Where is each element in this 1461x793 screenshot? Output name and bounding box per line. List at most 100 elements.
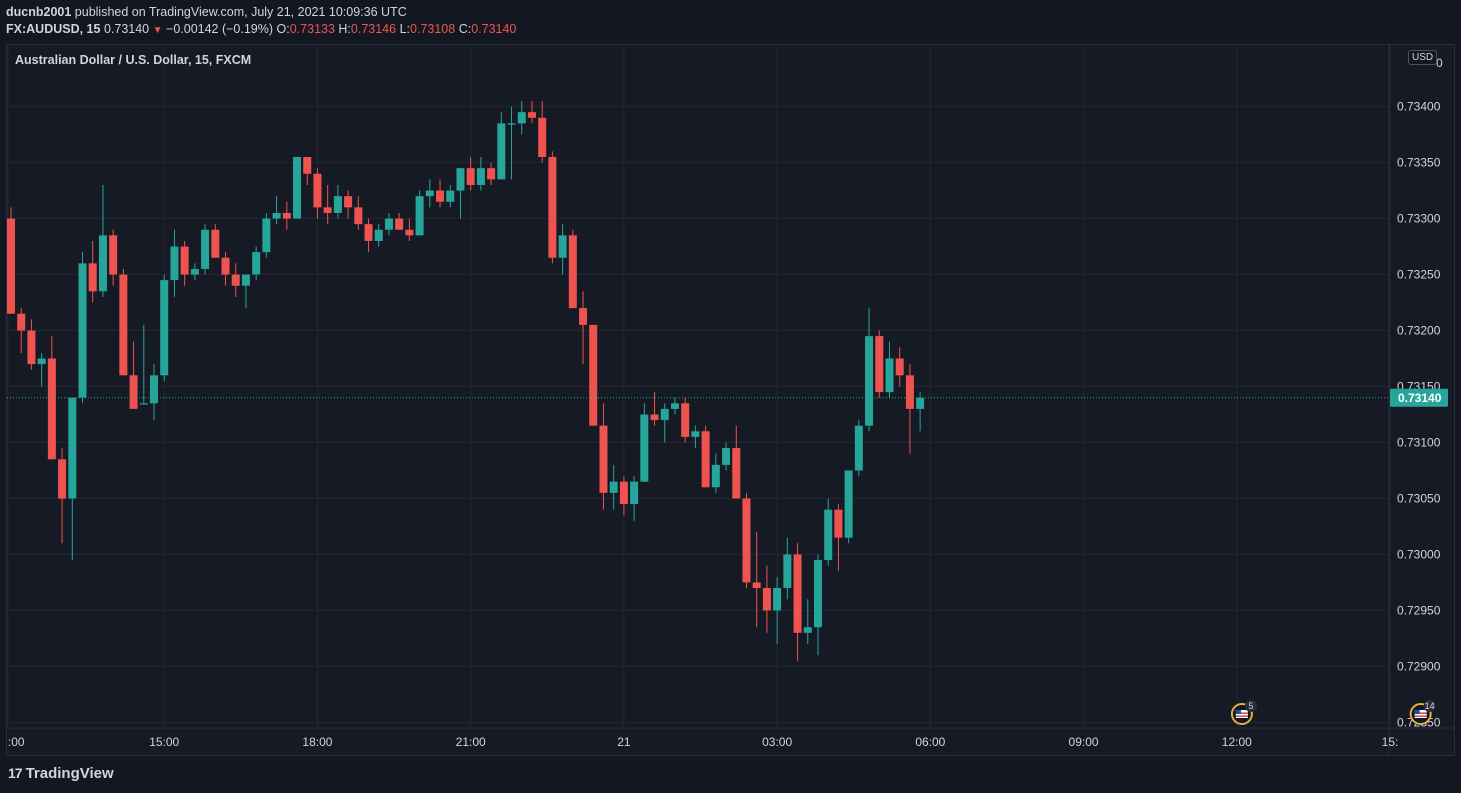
candle-body (344, 196, 353, 208)
candle (88, 240, 97, 303)
event-count-label: 14 (1425, 701, 1435, 711)
candle (691, 425, 700, 449)
candle (517, 100, 526, 135)
candle-body (129, 375, 138, 409)
candle (609, 464, 618, 510)
candle-body (762, 588, 771, 611)
candle (211, 224, 220, 258)
candle-body (221, 257, 230, 275)
economic-event-marker: 5 (1230, 700, 1257, 725)
candle-body (201, 229, 210, 269)
candle (813, 554, 822, 656)
price-tick-label: 0.73350 (1397, 156, 1441, 170)
candle-body (37, 358, 46, 365)
candle (333, 184, 342, 219)
time-tick-label: 15:00 (149, 735, 179, 749)
currency-badge[interactable]: USD (1408, 50, 1438, 65)
candle (293, 156, 302, 219)
candle-body (701, 431, 710, 488)
candle-body (272, 212, 281, 219)
tradingview-logo[interactable]: 17 TradingView (8, 765, 114, 782)
candle (456, 168, 465, 219)
economic-event-marker: 14 (1409, 700, 1436, 725)
low-value: 0.73108 (410, 22, 456, 36)
candle-body (619, 481, 628, 505)
candle (282, 201, 291, 230)
candle (262, 212, 271, 258)
candle (252, 246, 261, 281)
candle (558, 224, 567, 275)
candle-body (323, 207, 332, 213)
candle (466, 156, 475, 191)
candle (670, 397, 679, 415)
candle-body (58, 459, 67, 499)
candle (875, 330, 884, 398)
candle-body (905, 375, 914, 409)
candle-body (497, 123, 506, 180)
candle (78, 252, 87, 404)
candle (681, 397, 690, 443)
candle-body (180, 246, 189, 275)
candle-body (783, 554, 792, 589)
candle (68, 397, 77, 561)
candle (436, 179, 445, 208)
flag-stripe (1414, 715, 1427, 717)
candle (231, 263, 240, 297)
candle-body (568, 235, 577, 309)
candle-body (660, 408, 669, 421)
candle-body (395, 218, 404, 230)
candle (854, 420, 863, 477)
price-tick-label: 0.73400 (1397, 100, 1441, 114)
candle (497, 112, 506, 180)
us-flag-icon (1414, 710, 1427, 718)
candle-body (752, 582, 761, 589)
flag-stripe (1414, 712, 1427, 714)
change-value: −0.00142 (−0.19%) (166, 22, 274, 36)
candle-body (548, 156, 557, 258)
candle-body (517, 112, 526, 124)
candle (762, 565, 771, 633)
candle-body (579, 308, 588, 325)
symbol-label: FX:AUDUSD, 15 (6, 22, 101, 36)
high-label: H: (338, 22, 351, 36)
candle-body (436, 190, 445, 202)
candle (742, 492, 751, 589)
candle-body (824, 509, 833, 561)
candle (221, 252, 230, 286)
candle (752, 532, 761, 628)
price-tick-label: 0.72900 (1397, 659, 1441, 673)
candle-body (160, 280, 169, 376)
candle-body (844, 470, 853, 538)
low-label: L: (399, 22, 411, 36)
time-tick-label: 21 (617, 735, 631, 749)
time-tick-label: :00 (8, 735, 25, 749)
candle-body (68, 397, 77, 499)
candle-body (599, 425, 608, 493)
candle (446, 184, 455, 208)
time-tick-label: 06:00 (915, 735, 945, 749)
candle-body (78, 263, 87, 398)
time-tick-label: 03:00 (762, 735, 792, 749)
candle (599, 403, 608, 510)
close-value: 0.73140 (471, 22, 517, 36)
author-name[interactable]: ducnb2001 (6, 5, 72, 19)
candle (487, 162, 496, 185)
candle-body (150, 375, 159, 404)
event-count-badge (1423, 700, 1436, 712)
candle (548, 151, 557, 264)
event-count-badge (1244, 700, 1257, 712)
candle (773, 576, 782, 645)
candle (579, 291, 588, 365)
candle-body (354, 207, 363, 225)
price-tick-label: 0.73250 (1397, 268, 1441, 282)
candle (793, 543, 802, 661)
candle (527, 100, 536, 124)
candle (17, 308, 26, 353)
candle-body (190, 268, 199, 275)
candle-body (211, 229, 220, 258)
candle (405, 218, 414, 241)
candle (374, 224, 383, 247)
candle-body (722, 448, 731, 465)
last-price: 0.73140 (103, 22, 150, 36)
